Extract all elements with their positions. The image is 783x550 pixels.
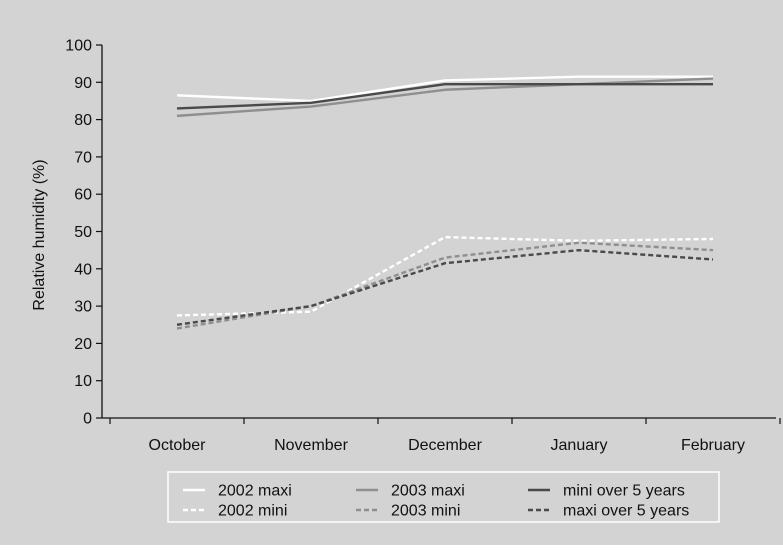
series-lines	[176, 75, 714, 330]
y-tick-label: 70	[74, 149, 92, 166]
legend-label: 2002 mini	[218, 503, 287, 520]
legend-box	[167, 471, 720, 523]
series-line-2003-maxi	[176, 77, 714, 118]
x-tick-label: November	[274, 437, 348, 454]
legend-label: mini over 5 years	[563, 483, 685, 500]
series-line-2003-mini	[176, 241, 714, 330]
axes: 0 10 20 30 40 50 60 70 80 90 100 October November Dec…	[65, 38, 781, 454]
x-tick-label: October	[149, 437, 207, 454]
series-line-maxi-over-5-years	[176, 248, 714, 326]
y-tick-label: 40	[74, 261, 92, 278]
series-line-2002-maxi	[176, 75, 713, 103]
legend-label: 2002 maxi	[218, 483, 292, 500]
legend-label: maxi over 5 years	[563, 503, 689, 520]
y-tick-label: 10	[74, 373, 92, 390]
series-line-mini-over-5-years	[176, 82, 713, 110]
y-tick-label: 100	[65, 38, 92, 55]
y-tick-label: 60	[74, 187, 92, 204]
legend-label: 2003 maxi	[391, 483, 465, 500]
y-tick-label: 20	[74, 336, 92, 353]
x-tick-label: February	[681, 437, 745, 454]
y-axis-title: Relative humidity (%)	[31, 159, 48, 310]
y-tick-label: 30	[74, 299, 92, 316]
x-tick-label: December	[408, 437, 482, 454]
legend: 2002 maxi 2003 maxi mini over 5 years 2002 …	[167, 471, 720, 523]
y-tick-label: 90	[74, 75, 92, 92]
y-tick-label: 50	[74, 224, 92, 241]
y-tick-label: 80	[74, 112, 92, 129]
x-tick-label: January	[551, 437, 608, 454]
y-tick-label: 0	[83, 411, 92, 428]
legend-label: 2003 mini	[391, 503, 460, 520]
